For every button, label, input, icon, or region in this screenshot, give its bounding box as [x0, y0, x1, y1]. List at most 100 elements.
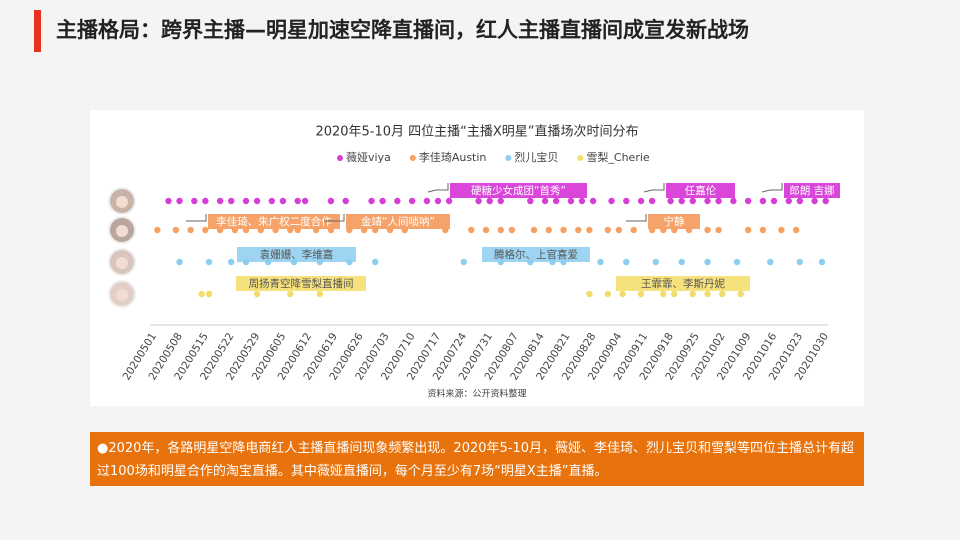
- avatar-face: [116, 289, 128, 301]
- dot: [346, 226, 353, 234]
- dot: [597, 258, 604, 266]
- annotation-box: [450, 183, 587, 198]
- dot: [671, 226, 678, 234]
- dot: [608, 197, 615, 205]
- dot: [730, 197, 737, 205]
- annotation-box: [616, 276, 750, 291]
- dot: [198, 290, 205, 298]
- dot: [604, 290, 612, 298]
- dot: [589, 197, 597, 205]
- dot: [268, 197, 276, 205]
- summary-box: ●2020年，各路明星空降电商红人主播直播间现象频繁出现。2020年5-10月，…: [90, 432, 864, 486]
- dot: [545, 226, 552, 234]
- dot: [445, 197, 453, 205]
- dot: [575, 226, 582, 234]
- dot: [202, 226, 209, 234]
- dot: [660, 226, 667, 234]
- dot: [253, 197, 261, 205]
- dot: [796, 258, 804, 266]
- dot: [216, 226, 224, 234]
- dot: [242, 197, 250, 205]
- annotation-text: 袁姗姗、李维嘉: [260, 248, 334, 261]
- dot: [552, 197, 560, 205]
- annotation-text: 宁静: [664, 215, 685, 228]
- dot: [704, 226, 711, 234]
- dot: [165, 197, 172, 205]
- dot: [541, 197, 549, 205]
- dot: [497, 226, 504, 234]
- dot: [434, 197, 442, 205]
- dot: [154, 226, 161, 234]
- chart-panel: [90, 110, 864, 406]
- dot: [253, 290, 261, 298]
- dot: [287, 290, 294, 298]
- chart-title: 2020年5-10月 四位主播“主播X明星”直播场次时间分布: [315, 124, 638, 140]
- dot: [294, 197, 301, 205]
- dot: [527, 197, 534, 205]
- legend-label: 烈儿宝贝: [514, 150, 558, 164]
- annotation-box: [346, 214, 450, 229]
- legend-marker: [577, 155, 584, 161]
- dot: [327, 226, 335, 234]
- dot: [586, 290, 593, 298]
- dot: [187, 226, 194, 234]
- annotation-connector: [324, 214, 345, 222]
- annotation-box: [666, 183, 735, 198]
- dot: [767, 258, 774, 266]
- dot: [619, 290, 626, 298]
- annotation-connector: [626, 214, 647, 222]
- dot: [630, 226, 637, 234]
- dot: [678, 197, 685, 205]
- dot: [527, 258, 534, 266]
- dot: [578, 197, 586, 205]
- dot: [442, 226, 449, 234]
- annotation-connector: [761, 183, 783, 193]
- dot: [667, 197, 674, 205]
- accent-bar: [34, 10, 41, 52]
- dot: [242, 258, 250, 266]
- dot: [468, 226, 475, 234]
- dot: [312, 226, 320, 234]
- legend-marker: [505, 155, 512, 161]
- dot: [637, 290, 645, 298]
- dot: [368, 197, 375, 205]
- dot: [301, 197, 309, 205]
- annotation-connector: [643, 183, 665, 193]
- dot: [704, 290, 711, 298]
- dot: [623, 197, 630, 205]
- dot: [778, 226, 785, 234]
- dot: [785, 197, 792, 205]
- dot: [401, 226, 408, 234]
- dot: [290, 258, 298, 266]
- dot: [423, 197, 431, 205]
- annotation-text: 金靖“人间唢呐”: [361, 215, 435, 228]
- dot: [172, 226, 180, 234]
- avatar-face: [116, 257, 128, 269]
- dot: [497, 197, 504, 205]
- dot: [287, 226, 294, 234]
- dot: [205, 290, 213, 298]
- dot: [648, 226, 656, 234]
- dot: [482, 226, 490, 234]
- annotation-connector: [186, 214, 207, 222]
- dot: [372, 226, 379, 234]
- annotation-text: 任嘉伦: [685, 184, 717, 197]
- dot: [560, 226, 567, 234]
- dot: [242, 226, 250, 234]
- dot: [652, 258, 660, 266]
- dot: [715, 197, 722, 205]
- dot: [216, 197, 224, 205]
- dot: [744, 197, 752, 205]
- dot: [689, 197, 696, 205]
- avatar-face: [116, 225, 128, 237]
- dot: [379, 197, 386, 205]
- dot: [228, 197, 235, 205]
- dot: [623, 258, 630, 266]
- dot: [796, 197, 804, 205]
- annotation-box: [648, 214, 700, 229]
- dot: [497, 258, 504, 266]
- legend-marker: [337, 155, 343, 161]
- dot: [818, 258, 826, 266]
- annotation-text: 郎朗 吉娜: [789, 184, 834, 197]
